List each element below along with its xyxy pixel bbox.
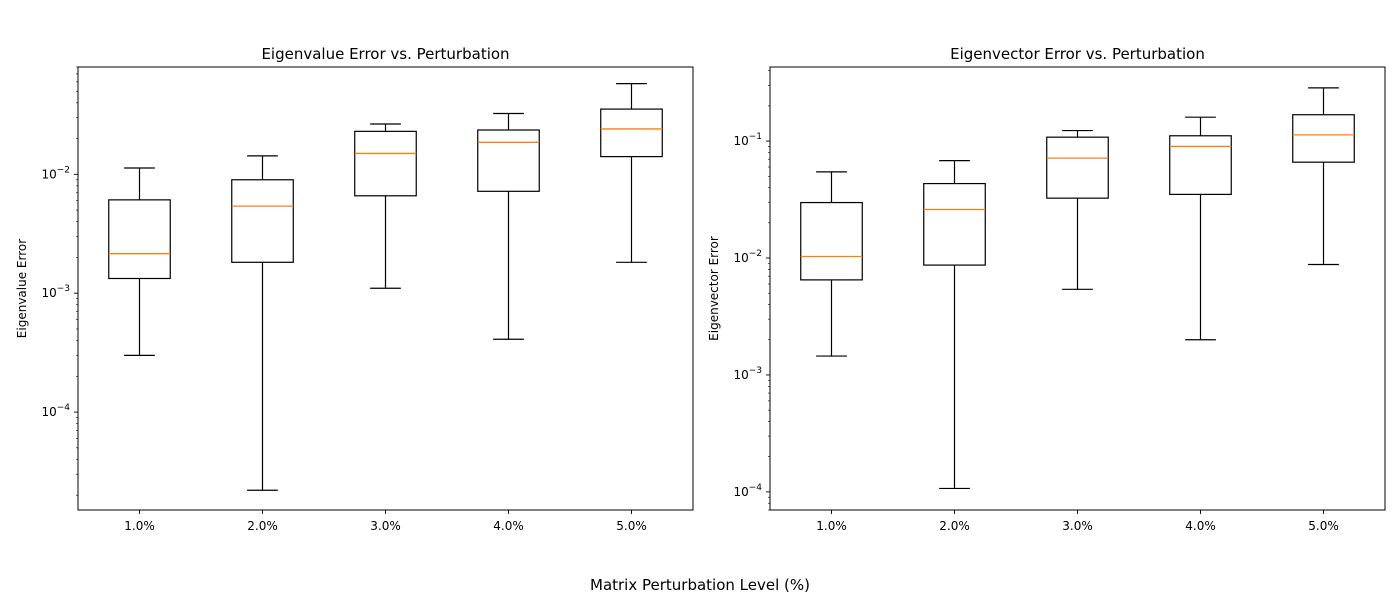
- iqr-box: [477, 129, 540, 192]
- x-tick-label: 3.0%: [1062, 519, 1093, 533]
- y-axis-label: Eigenvector Error: [707, 236, 721, 341]
- y-tick-label: 10−1: [733, 132, 762, 148]
- plot-frame: [77, 66, 694, 511]
- iqr-box: [800, 201, 863, 281]
- x-tick-label: 2.0%: [939, 519, 970, 533]
- x-tick-label: 5.0%: [1308, 519, 1339, 533]
- y-tick-label: 10−2: [733, 249, 762, 265]
- iqr-box: [108, 199, 171, 280]
- chart-title: Eigenvalue Error vs. Perturbation: [261, 45, 509, 63]
- x-tick-label: 1.0%: [816, 519, 847, 533]
- x-tick-label: 1.0%: [124, 519, 155, 533]
- y-tick-label: 10−2: [41, 165, 70, 181]
- y-tick-label: 10−3: [41, 284, 70, 300]
- x-tick-label: 5.0%: [616, 519, 647, 533]
- iqr-box: [1046, 136, 1109, 199]
- iqr-box: [1169, 135, 1232, 195]
- x-tick-label: 3.0%: [370, 519, 401, 533]
- eigenvector-panel: Eigenvector Error vs. Perturbation Eigenv…: [707, 45, 1386, 533]
- iqr-box: [923, 182, 986, 266]
- iqr-box: [354, 130, 417, 197]
- iqr-box: [1292, 114, 1355, 163]
- iqr-box: [231, 179, 294, 263]
- y-axis-label: Eigenvalue Error: [15, 239, 29, 338]
- x-tick-label: 2.0%: [247, 519, 278, 533]
- plot-frame: [769, 66, 1386, 511]
- x-tick-label: 4.0%: [493, 519, 524, 533]
- iqr-box: [600, 108, 663, 158]
- x-tick-label: 4.0%: [1185, 519, 1216, 533]
- chart-title: Eigenvector Error vs. Perturbation: [950, 45, 1205, 63]
- y-tick-label: 10−3: [733, 366, 762, 382]
- y-tick-label: 10−4: [41, 403, 70, 419]
- eigenvalue-panel: Eigenvalue Error vs. Perturbation Eigenva…: [15, 45, 694, 533]
- shared-x-axis-label: Matrix Perturbation Level (%): [590, 576, 810, 594]
- y-tick-label: 10−4: [733, 483, 762, 499]
